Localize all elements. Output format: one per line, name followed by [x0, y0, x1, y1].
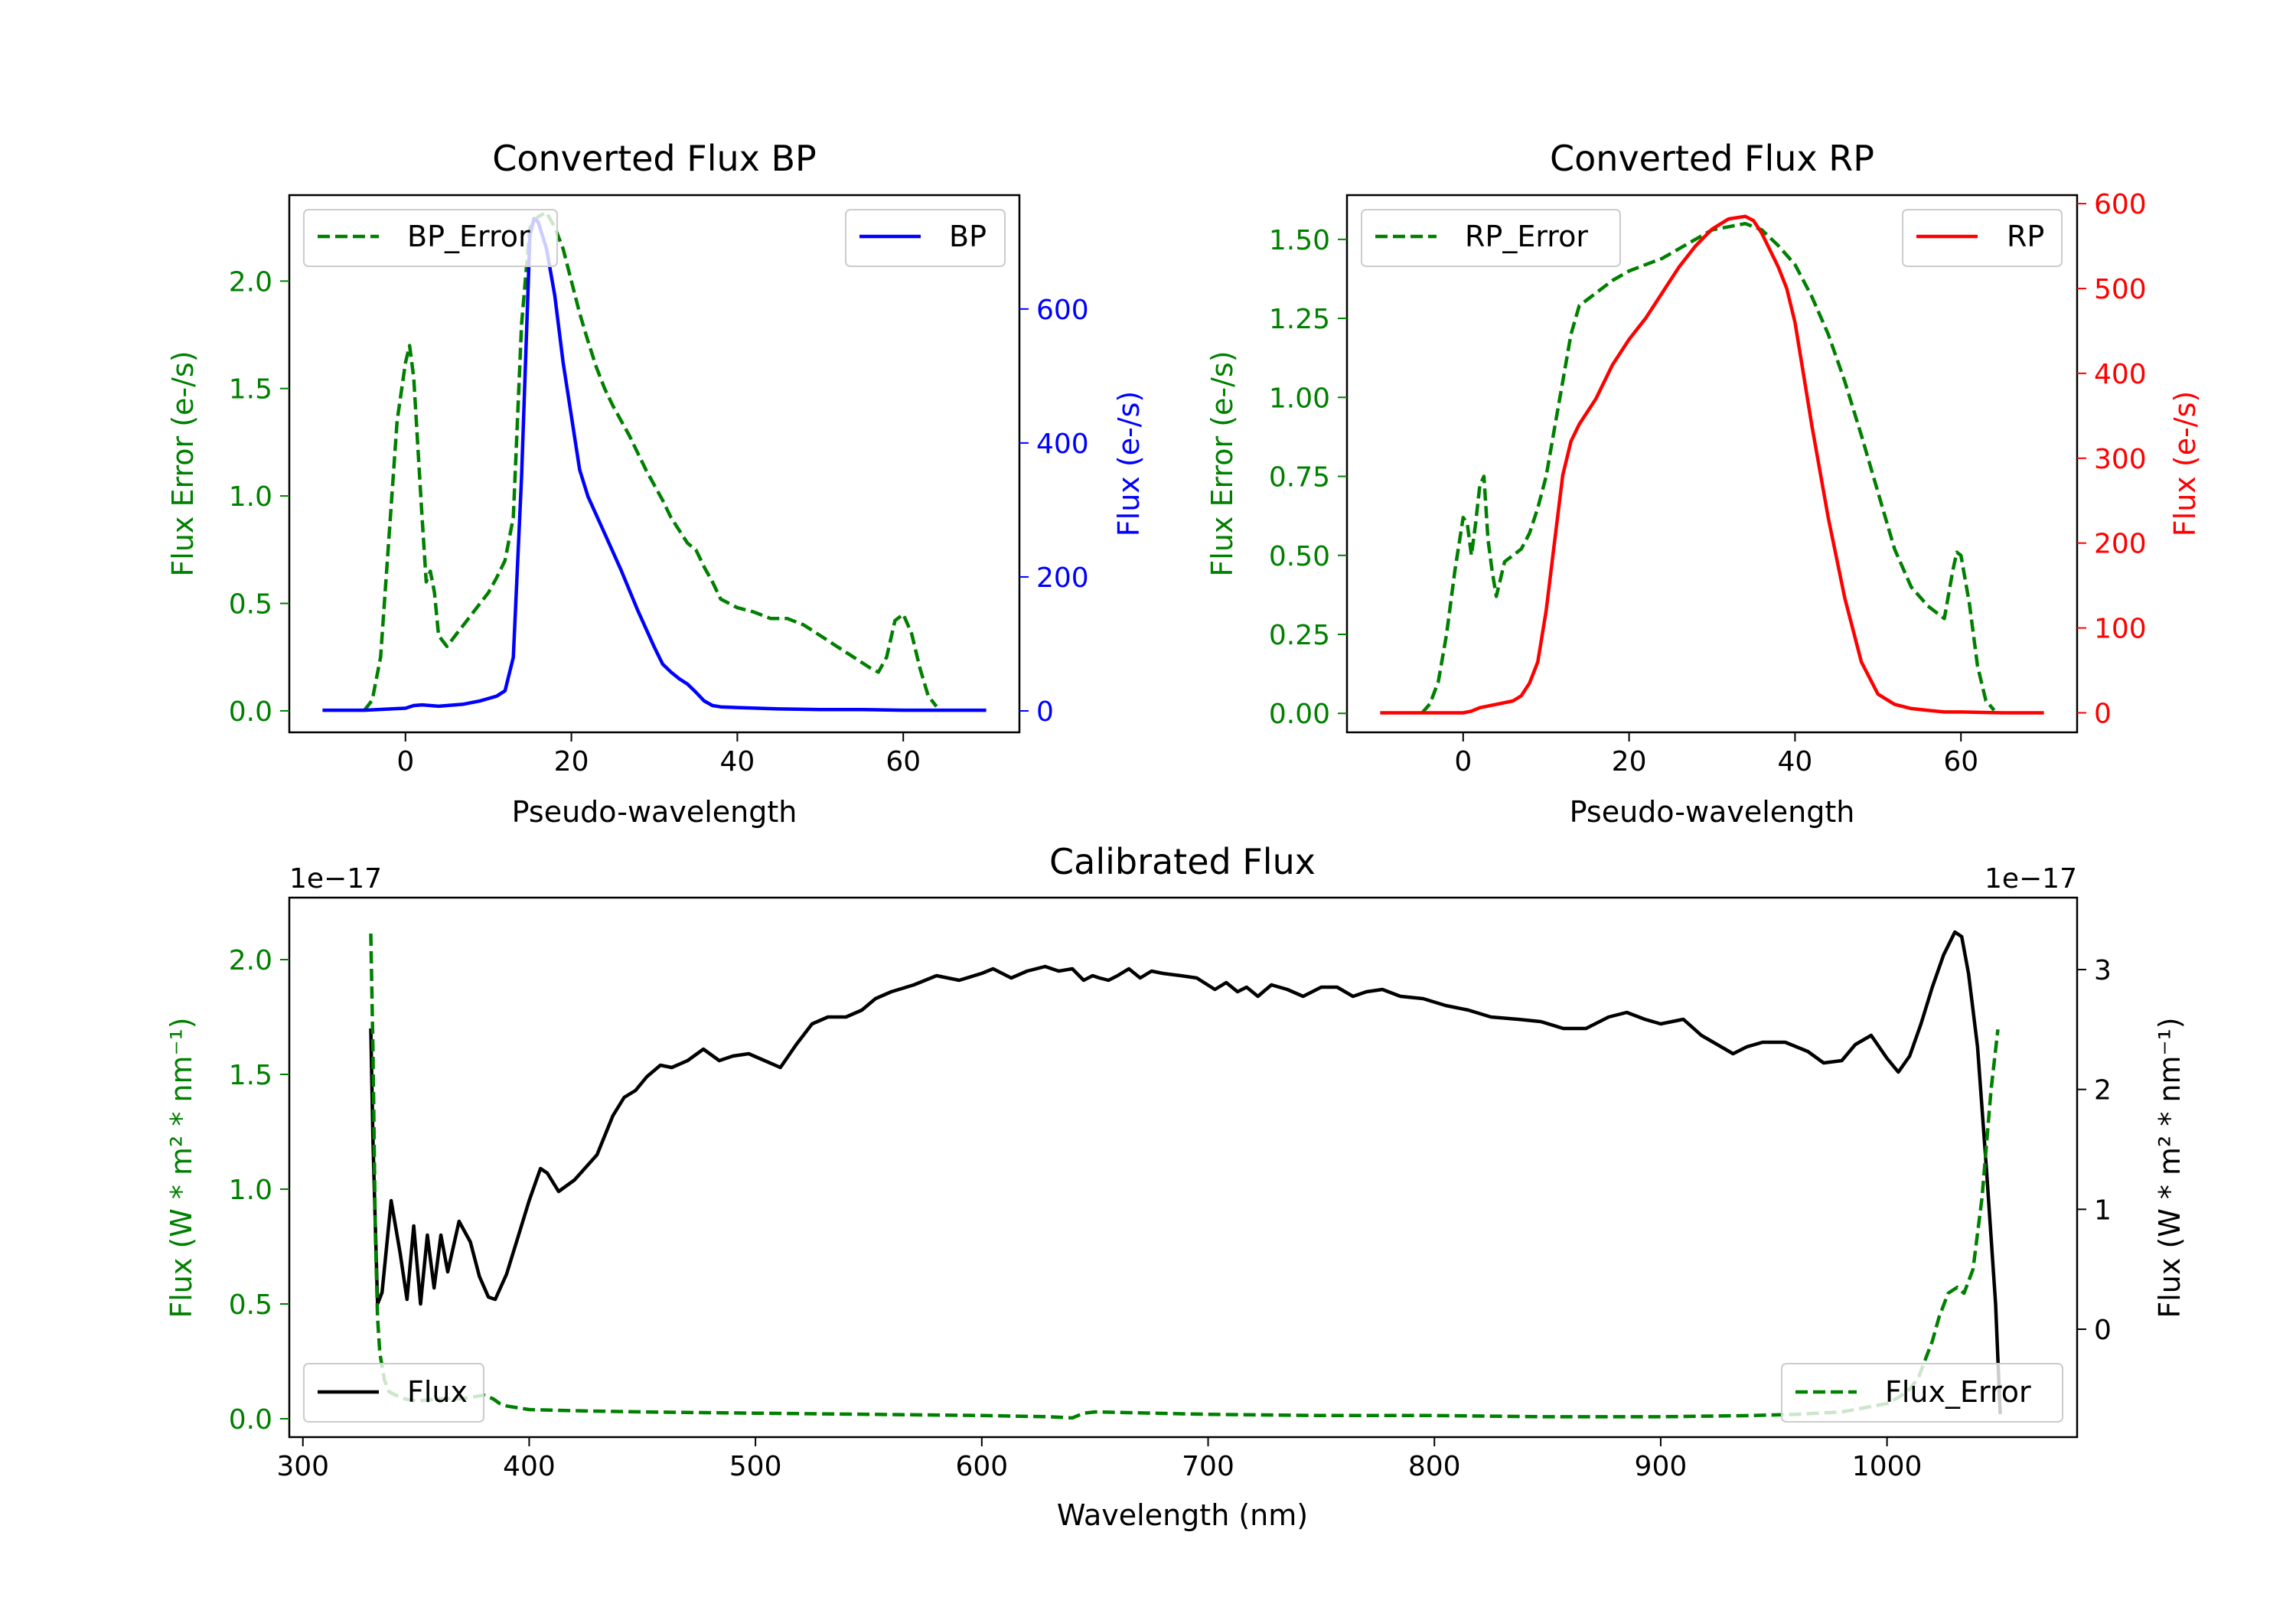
bp-y-left-tick-label: 1.0	[229, 481, 272, 513]
rp-y-left-tick-label: 0.75	[1269, 462, 1330, 494]
rp-y-right-tick-label: 600	[2094, 189, 2147, 220]
rp-title: Converted Flux RP	[1550, 138, 1874, 179]
rp-legend-right-box	[1902, 209, 2063, 267]
bp-legend-right-box	[845, 209, 1006, 267]
rp-y-right-tick-label: 100	[2094, 614, 2147, 645]
calibrated-y-left-tick-label: 0.0	[229, 1404, 272, 1436]
rp-x-tick-label: 60	[1943, 746, 1978, 777]
rp-y-right-label: Flux (e-/s)	[2168, 391, 2202, 536]
calibrated-series-flux-line	[369, 930, 2002, 1415]
rp-x-tick-label: 40	[1778, 746, 1813, 777]
rp-y-right-tick-label: 200	[2094, 529, 2147, 560]
rp-legend-right-text: RP	[2007, 220, 2044, 253]
rp-ticks-layer: 0 20 40 60 0.00 0.25 0.50 0.75 1.00 1.25 1.50 0 100 2…	[1269, 189, 2147, 777]
calibrated-legend-left: Flux	[303, 1363, 484, 1423]
rp-x-tick-label: 20	[1612, 746, 1647, 777]
bp-y-left-tick-label: 1.5	[229, 374, 272, 406]
calibrated-chart: Calibrated Flux 1e−17 1e−17 300 400 500 600…	[165, 841, 2187, 1532]
rp-y-left-tick-label: 0.25	[1269, 620, 1330, 651]
bp-series-bp-line	[322, 217, 987, 712]
calibrated-x-tick-label: 300	[276, 1451, 329, 1482]
calibrated-title: Calibrated Flux	[1049, 841, 1316, 882]
rp-y-left-tick-label: 1.25	[1269, 304, 1330, 335]
bp-chart: Converted Flux BP 0 20 40 60 0.0 0.5 1.0 1.5 2.0…	[166, 138, 1146, 829]
rp-y-left-tick-label: 1.00	[1269, 383, 1330, 414]
calibrated-x-tick-label: 800	[1408, 1451, 1461, 1482]
rp-y-right-tick-label: 0	[2094, 698, 2112, 729]
bp-y-right-label: Flux (e-/s)	[1112, 391, 1146, 536]
calibrated-y-left-tick-label: 0.5	[229, 1289, 272, 1321]
calibrated-legend-right: Flux_Error	[1781, 1363, 2063, 1423]
calibrated-series-flux-error-line	[369, 933, 2000, 1420]
bp-x-axis-label: Pseudo-wavelength	[512, 795, 797, 829]
rp-legend-left-box	[1361, 209, 1621, 267]
calibrated-x-tick-label: 500	[729, 1451, 782, 1482]
calibrated-legend-right-box	[1781, 1363, 2063, 1423]
calibrated-x-tick-label: 900	[1635, 1451, 1688, 1482]
bp-x-tick-label: 60	[885, 746, 921, 777]
bp-ticks-layer: 0 20 40 60 0.0 0.5 1.0 1.5 2.0 0 200 400 600	[229, 266, 1089, 777]
calibrated-offset-left: 1e−17	[289, 863, 382, 895]
bp-x-tick-label: 40	[720, 746, 755, 777]
bp-y-left-tick-label: 0.5	[229, 589, 272, 621]
calibrated-plot-frame	[288, 896, 2079, 1439]
calibrated-x-tick-label: 1000	[1852, 1451, 1923, 1482]
bp-x-tick-label: 0	[396, 746, 414, 777]
calibrated-x-tick-label: 400	[503, 1451, 556, 1482]
rp-y-right-tick-label: 400	[2094, 359, 2147, 390]
rp-y-right-tick-label: 500	[2094, 274, 2147, 305]
rp-y-right-tick-label: 300	[2094, 444, 2147, 475]
calibrated-legend-left-text: Flux	[407, 1375, 468, 1409]
rp-y-left-tick-label: 0.00	[1269, 699, 1330, 730]
rp-x-tick-label: 0	[1454, 746, 1472, 777]
rp-series-rp-line	[1380, 214, 2044, 715]
rp-chart: Converted Flux RP 0 20 40 60 0.00 0.25 0.50 0.7…	[1205, 138, 2202, 829]
calibrated-x-axis-label: Wavelength (nm)	[1057, 1498, 1308, 1532]
calibrated-legend-left-box	[303, 1363, 484, 1423]
calibrated-y-right-tick-label: 1	[2094, 1195, 2112, 1226]
calibrated-y-left-tick-label: 1.5	[229, 1060, 272, 1091]
rp-legend-right: RP	[1902, 209, 2063, 267]
calibrated-x-tick-label: 600	[955, 1451, 1008, 1482]
calibrated-x-tick-label: 700	[1182, 1451, 1234, 1482]
rp-series-rp-error-line	[1420, 221, 1996, 715]
calibrated-series-layer	[369, 930, 2002, 1420]
bp-legend-right-text: BP	[949, 220, 987, 253]
rp-y-left-label: Flux Error (e-/s)	[1205, 350, 1239, 576]
rp-series-layer	[1380, 214, 2044, 715]
bp-y-right-tick-label: 0	[1036, 696, 1054, 728]
bp-plot-frame	[288, 194, 1021, 734]
calibrated-y-left-tick-label: 1.0	[229, 1175, 272, 1206]
bp-series-layer	[322, 210, 987, 712]
rp-x-axis-label: Pseudo-wavelength	[1570, 795, 1855, 829]
bp-y-right-tick-label: 400	[1036, 429, 1089, 460]
bp-x-tick-label: 20	[554, 746, 589, 777]
bp-y-left-tick-label: 2.0	[229, 266, 272, 298]
bp-legend-left: BP_Error	[303, 209, 558, 267]
bp-y-right-tick-label: 600	[1036, 295, 1089, 326]
calibrated-legend-right-text: Flux_Error	[1885, 1375, 2031, 1409]
calibrated-y-right-label: Flux (W * m² * nm⁻¹)	[2153, 1017, 2187, 1318]
calibrated-y-left-tick-label: 2.0	[229, 945, 272, 976]
calibrated-y-right-tick-label: 3	[2094, 955, 2112, 986]
rp-legend-left-text: RP_Error	[1465, 220, 1588, 253]
rp-legend-left: RP_Error	[1361, 209, 1621, 267]
rp-y-left-tick-label: 1.50	[1269, 225, 1330, 256]
calibrated-y-right-tick-label: 2	[2094, 1075, 2112, 1107]
rp-plot-frame	[1345, 194, 2079, 734]
calibrated-y-right-tick-label: 0	[2094, 1315, 2112, 1346]
calibrated-y-left-label: Flux (W * m² * nm⁻¹)	[165, 1017, 198, 1318]
bp-legend-left-box	[303, 209, 558, 267]
bp-title: Converted Flux BP	[492, 138, 817, 179]
bp-legend-left-text: BP_Error	[407, 220, 530, 253]
bp-legend-right: BP	[845, 209, 1006, 267]
rp-y-left-tick-label: 0.50	[1269, 541, 1330, 572]
bp-y-left-label: Flux Error (e-/s)	[166, 350, 200, 576]
bp-y-right-tick-label: 200	[1036, 562, 1089, 594]
bp-y-left-tick-label: 0.0	[229, 696, 272, 728]
calibrated-offset-right: 1e−17	[1985, 863, 2077, 895]
calibrated-ticks-layer: 300 400 500 600 700 800 900 1000 0.0 0.5 1.0 1.5 2.0…	[229, 945, 2112, 1482]
